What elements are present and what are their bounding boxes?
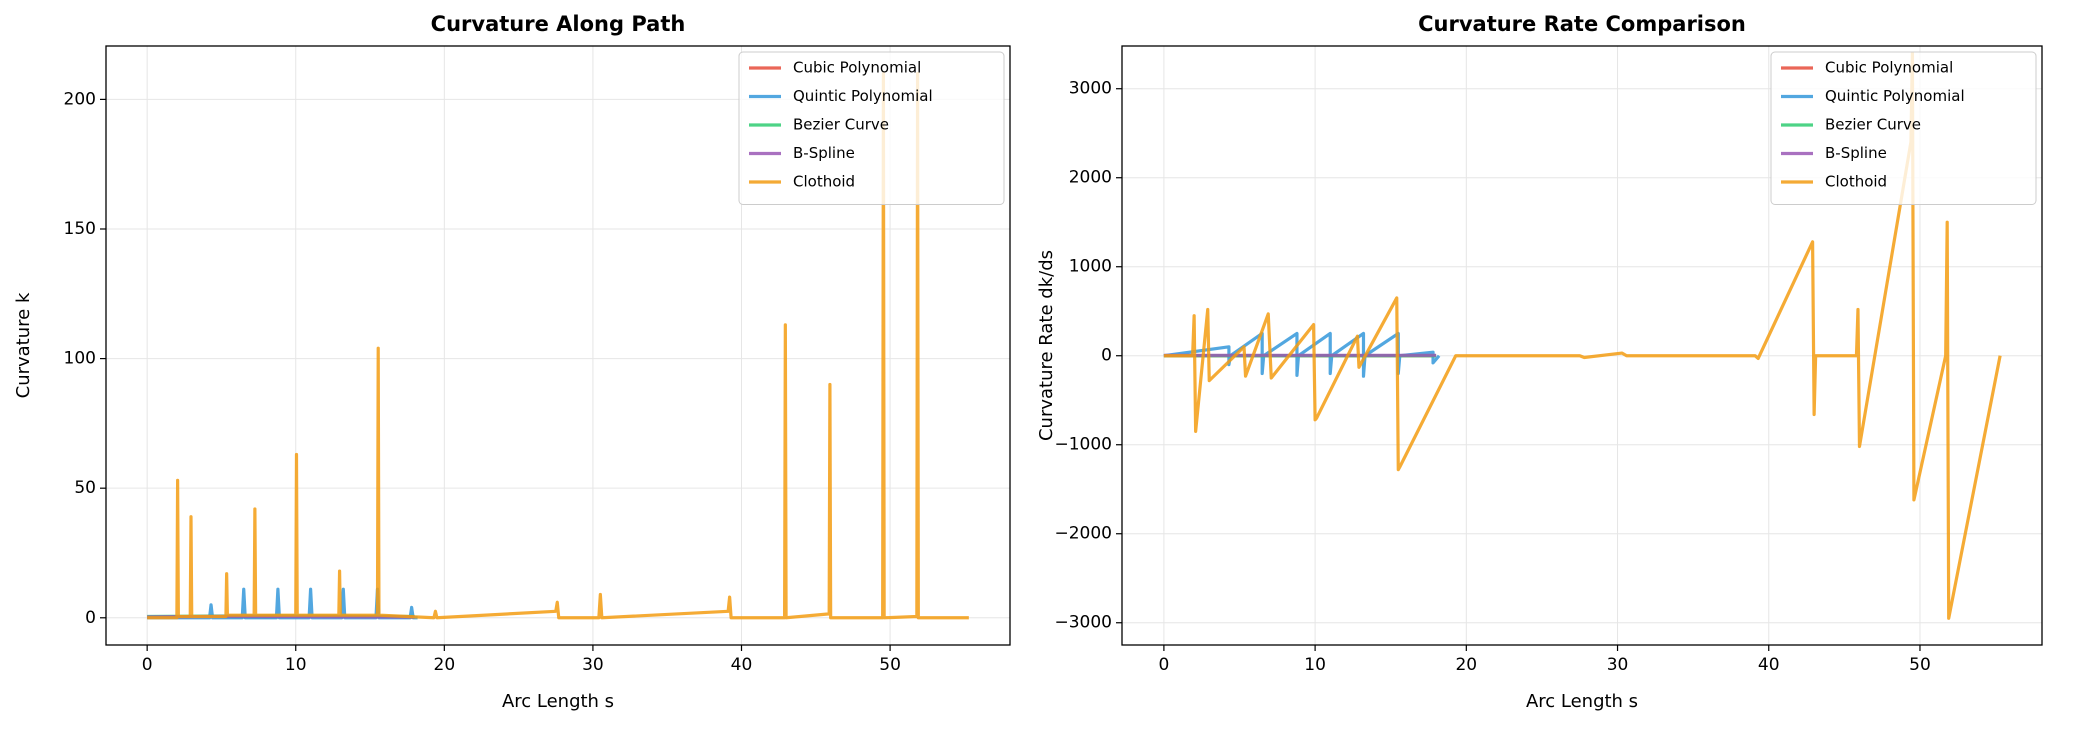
- x-axis-label: Arc Length s: [1526, 691, 1638, 712]
- legend-label: Cubic Polynomial: [793, 59, 921, 77]
- series-line: [1163, 331, 1441, 378]
- axes-frame: [1121, 45, 2043, 646]
- y-axis-label: Curvature Rate dk/ds: [1036, 250, 1057, 441]
- y-tick-label: −2000: [1054, 524, 1112, 544]
- x-tick-label: 40: [1758, 655, 1780, 675]
- legend-label: Clothoid: [1825, 173, 1887, 191]
- x-tick-label: 20: [434, 655, 456, 675]
- x-tick-label: 10: [1304, 655, 1326, 675]
- subplot: 0 10 20 30 40 50 −3000 −2000 −1000 0 1000 2000 3000 C…: [1036, 12, 2043, 712]
- legend-label: Bezier Curve: [793, 116, 889, 134]
- subplot: 0 10 20 30 40 50 0 50 100 150 200 Curvature Along P…: [13, 12, 1011, 712]
- y-tick-label: 1000: [1069, 257, 1112, 277]
- y-tick-label: 3000: [1069, 79, 1112, 99]
- x-axis-label: Arc Length s: [502, 691, 614, 712]
- y-tick-label: 0: [85, 608, 96, 628]
- chart-title: Curvature Along Path: [431, 12, 686, 36]
- axes-frame: [105, 45, 1011, 646]
- series-line: [147, 71, 969, 620]
- x-tick-label: 0: [1158, 655, 1169, 675]
- y-tick-label: −1000: [1054, 435, 1112, 455]
- y-tick-label: 50: [74, 478, 96, 498]
- x-tick-label: 0: [142, 655, 153, 675]
- legend: Cubic Polynomial Quintic Polynomial Bezier…: [1770, 51, 2037, 205]
- legend-label: Quintic Polynomial: [1825, 87, 1965, 105]
- y-tick-label: 0: [1101, 346, 1112, 366]
- y-tick-label: −3000: [1054, 613, 1112, 633]
- legend-label: Bezier Curve: [1825, 116, 1921, 134]
- y-axis-label: Curvature k: [13, 292, 34, 398]
- x-tick-label: 10: [285, 655, 307, 675]
- plot-area: [147, 71, 969, 620]
- legend-label: Clothoid: [793, 173, 855, 191]
- chart-title: Curvature Rate Comparison: [1418, 12, 1746, 36]
- legend: Cubic Polynomial Quintic Polynomial Bezier…: [738, 51, 1005, 205]
- legend-label: B-Spline: [793, 144, 855, 162]
- x-tick-label: 20: [1455, 655, 1477, 675]
- x-tick-label: 50: [1909, 655, 1931, 675]
- legend-label: Cubic Polynomial: [1825, 59, 1953, 77]
- x-tick-label: 50: [879, 655, 901, 675]
- y-tick-label: 150: [64, 219, 96, 239]
- x-tick-label: 40: [731, 655, 753, 675]
- legend-box: [738, 51, 1005, 205]
- legend-box: [1770, 51, 2037, 205]
- y-tick-label: 200: [64, 89, 96, 109]
- y-tick-label: 100: [64, 349, 96, 369]
- legend-label: B-Spline: [1825, 144, 1887, 162]
- y-tick-label: 2000: [1069, 168, 1112, 188]
- legend-label: Quintic Polynomial: [793, 87, 933, 105]
- x-tick-label: 30: [582, 655, 604, 675]
- x-tick-label: 30: [1607, 655, 1629, 675]
